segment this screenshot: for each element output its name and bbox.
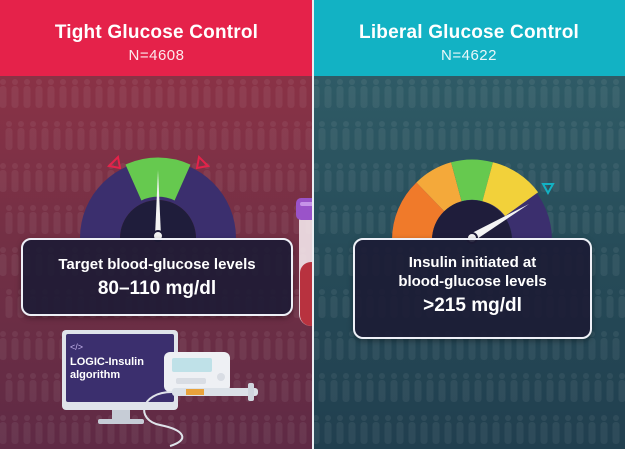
gauge-zone-orange [392, 182, 445, 240]
computer-monitor-icon [62, 330, 178, 424]
liberal-control-panel: Liberal Glucose Control N=4622 Insulin i… [313, 0, 625, 449]
gauge-needle [155, 170, 161, 236]
gauge-needle [470, 204, 529, 241]
insulin-threshold-line2: blood-glucose levels [398, 273, 547, 290]
tight-control-header: Tight Glucose Control N=4608 [0, 0, 313, 76]
target-glucose-range: 80–110 mg/dl [97, 278, 217, 299]
liberal-control-title: Liberal Glucose Control [359, 22, 579, 43]
infusion-pump-icon [143, 352, 258, 447]
liberal-control-sample-size: N=4622 [441, 47, 497, 64]
blood-tube-icon [296, 198, 313, 326]
tight-control-title: Tight Glucose Control [54, 22, 259, 43]
tight-control-sample-size: N=4608 [128, 47, 185, 64]
gauge-center [432, 200, 512, 240]
gauge-zone-amber [416, 162, 462, 212]
tight-gauge [62, 154, 313, 447]
gauge-zone-yellow [482, 162, 539, 217]
gauge-zone-green [451, 159, 493, 202]
insulin-threshold-box: Insulin initiated at blood-glucose level… [353, 238, 592, 339]
algorithm-name-line1: LOGIC-Insulin [70, 356, 144, 368]
threshold-marker-icon [541, 183, 555, 196]
target-glucose-label: Target blood-glucose levels [58, 256, 256, 273]
monitor-screen-text: </> LOGIC-Insulin algorithm [70, 341, 144, 382]
upper-target-marker-icon [195, 154, 211, 170]
panel-divider [312, 0, 314, 449]
insulin-threshold-value: >215 mg/dl [423, 295, 522, 316]
liberal-gauge [392, 159, 555, 244]
liberal-control-header: Liberal Glucose Control N=4622 [313, 0, 625, 76]
algorithm-name-line2: algorithm [70, 369, 121, 381]
insulin-threshold-line1: Insulin initiated at [408, 254, 537, 271]
target-glucose-box: Target blood-glucose levels 80–110 mg/dl [21, 238, 293, 316]
lower-target-marker-icon [106, 154, 122, 170]
code-tag-icon: </> [70, 342, 84, 352]
tight-control-panel: Tight Glucose Control N=4608 [0, 0, 313, 449]
